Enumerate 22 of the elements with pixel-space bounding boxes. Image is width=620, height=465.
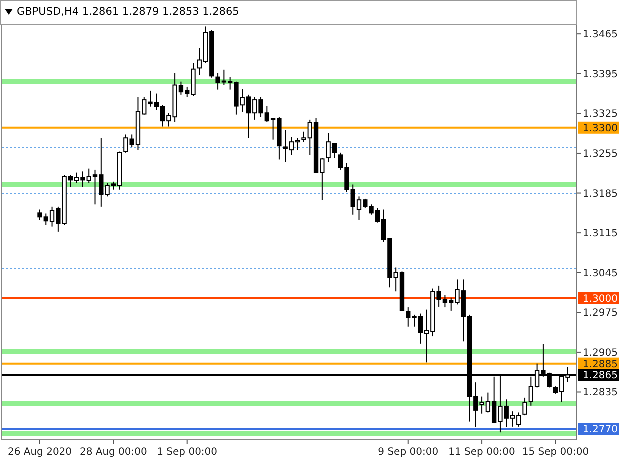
y-tick-label: 1.2975 [583,308,618,320]
x-tick-label: 11 Sep 00:00 [448,447,516,458]
y-tick-label: 1.2905 [583,348,618,359]
chart-title: GBPUSD,H4 1.2861 1.2879 1.2853 1.2865 [17,6,240,18]
y-tick-label: 1.2835 [583,388,618,399]
y-tick-label: 1.3185 [583,188,618,200]
x-tick-label: 9 Sep 00:00 [378,447,439,458]
ref-line-label: 1.3000 [583,294,618,305]
x-tick-label: 1 Sep 00:00 [157,447,218,458]
ref-line-label: 1.3300 [583,123,618,134]
y-tick-label: 1.3115 [583,228,618,240]
ref-line-label: 1.2770 [583,424,618,436]
x-tick-label: 28 Aug 00:00 [80,447,148,458]
x-tick-label: 15 Sep 00:00 [522,447,590,458]
y-tick-label: 1.3045 [583,268,618,280]
ref-line-label: 1.2885 [583,359,618,370]
x-tick-label: 26 Aug 2020 [8,447,72,458]
y-tick-label: 1.3325 [583,109,618,120]
ref-line-label: 1.2865 [583,370,618,382]
y-tick-label: 1.3395 [583,69,618,80]
y-tick-label: 1.3465 [583,30,618,41]
y-tick-label: 1.3255 [583,148,618,160]
